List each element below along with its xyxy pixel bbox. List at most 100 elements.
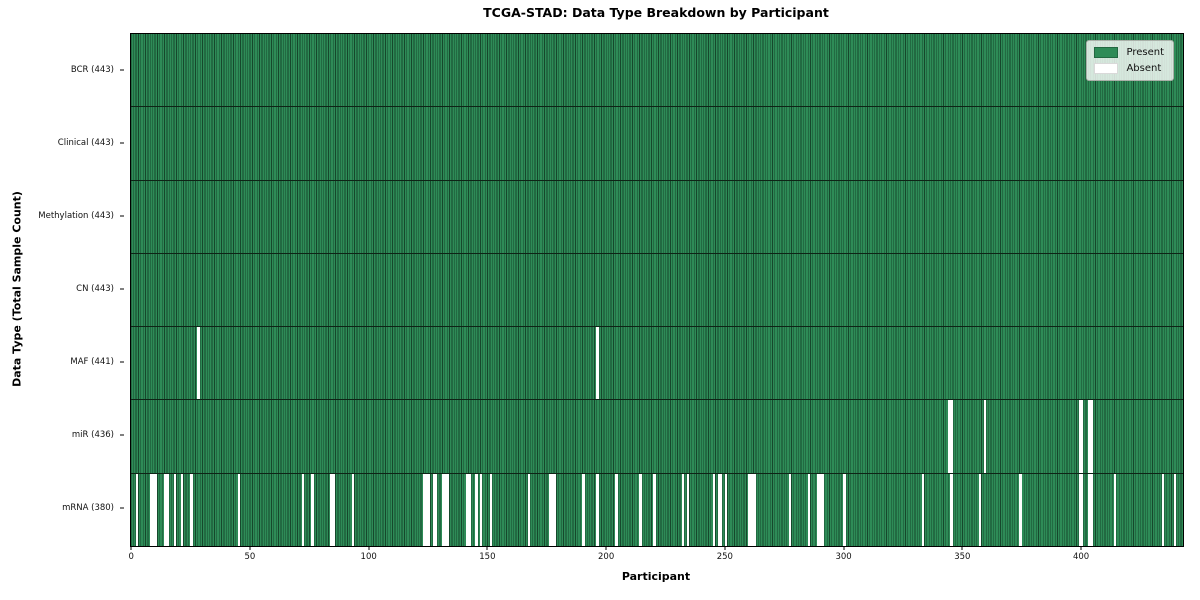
absent-mark: [351, 473, 355, 546]
absent-mark: [681, 473, 685, 546]
x-axis-tick-mark: [1080, 546, 1082, 550]
absent-mark: [819, 473, 823, 546]
absent-mark: [465, 473, 469, 546]
absent-mark: [686, 473, 690, 546]
x-axis-label: Participant: [621, 570, 691, 583]
absent-mark: [748, 473, 751, 546]
absent-mark: [653, 473, 656, 546]
absent-mark: [173, 473, 177, 546]
absent-mark: [468, 473, 471, 546]
absent-mark: [1088, 400, 1091, 473]
absent-mark: [807, 473, 811, 546]
absent-mark: [311, 473, 314, 546]
row-cn: [131, 253, 1183, 328]
absent-mark: [444, 473, 447, 546]
absent-mark: [921, 473, 925, 546]
absent-mark: [978, 473, 982, 546]
legend-swatch-present-icon: [1094, 47, 1119, 58]
legend-label-absent: Absent: [1126, 63, 1162, 74]
absent-mark: [950, 473, 953, 546]
absent-mark: [166, 473, 169, 546]
y-axis-ticks: BCR (443) Clinical (443) Methylation (443)…: [0, 33, 124, 545]
row-mrna: [131, 473, 1183, 546]
absent-mark: [480, 473, 483, 546]
absent-mark: [551, 473, 554, 546]
absent-mark: [553, 473, 557, 546]
absent-mark: [582, 473, 585, 546]
absent-mark: [1078, 400, 1081, 473]
x-axis-tick-label: 250: [716, 552, 733, 562]
absent-mark: [1090, 400, 1093, 473]
y-axis-tick-label: Clinical (443): [57, 137, 114, 148]
x-axis-tick-label: 200: [598, 552, 615, 562]
absent-mark: [983, 400, 986, 473]
y-axis-tick-label: BCR (443): [70, 64, 114, 75]
absent-mark: [843, 473, 846, 546]
absent-mark: [1080, 400, 1084, 473]
legend-swatch-absent-icon: [1094, 63, 1119, 74]
absent-mark: [423, 473, 426, 546]
absent-mark: [489, 473, 492, 546]
absent-mark: [164, 473, 167, 546]
absent-mark: [548, 473, 552, 546]
y-axis-tick-mark: [120, 361, 124, 363]
y-axis-tick-label: Methylation (443): [38, 210, 114, 221]
y-axis-tick-label: miR (436): [71, 430, 114, 441]
x-axis-tick-label: 50: [244, 552, 256, 562]
absent-mark: [1019, 473, 1022, 546]
absent-mark: [301, 473, 305, 546]
absent-mark: [135, 473, 139, 546]
x-axis-ticks: 0 50 100 150 200 250 300 350 400: [128, 546, 1182, 572]
absent-mark: [154, 473, 158, 546]
absent-mark: [950, 400, 953, 473]
absent-mark: [822, 473, 825, 546]
x-axis-tick-mark: [368, 546, 370, 550]
absent-mark: [190, 473, 193, 546]
absent-mark: [817, 473, 820, 546]
x-axis-tick-label: 350: [954, 552, 971, 562]
legend-label-present: Present: [1126, 47, 1164, 58]
absent-mark: [717, 473, 720, 546]
x-axis-tick-label: 150: [479, 552, 496, 562]
x-axis-tick-mark: [843, 546, 845, 550]
absent-mark: [427, 473, 431, 546]
x-axis-tick-mark: [605, 546, 607, 550]
legend: Present Absent: [1086, 40, 1174, 81]
plot-area: Present Absent: [130, 33, 1184, 547]
absent-mark: [719, 473, 723, 546]
legend-item-absent: Absent: [1094, 63, 1164, 74]
absent-mark: [152, 473, 155, 546]
absent-mark: [724, 473, 728, 546]
absent-mark: [1078, 473, 1081, 546]
absent-mark: [330, 473, 333, 546]
absent-mark: [425, 473, 428, 546]
absent-mark: [639, 473, 642, 546]
absent-mark: [596, 327, 599, 400]
y-axis-tick-label: CN (443): [76, 284, 114, 294]
y-axis-tick-mark: [120, 142, 124, 144]
absent-mark: [615, 473, 618, 546]
absent-mark: [332, 473, 336, 546]
absent-mark: [475, 473, 478, 546]
legend-item-present: Present: [1094, 47, 1164, 58]
absent-mark: [788, 473, 792, 546]
x-axis-tick-label: 400: [1072, 552, 1090, 562]
row-bcr: [131, 34, 1183, 108]
absent-mark: [596, 473, 599, 546]
row-maf: [131, 327, 1183, 401]
absent-mark: [237, 473, 241, 546]
y-axis-tick-mark: [120, 288, 124, 290]
absent-mark: [527, 473, 530, 546]
y-axis-tick-mark: [120, 215, 124, 217]
absent-mark: [432, 473, 435, 546]
absent-mark: [1114, 473, 1117, 546]
absent-mark: [1173, 473, 1176, 546]
absent-mark: [712, 473, 716, 546]
row-clinical: [131, 107, 1183, 181]
x-axis-tick-mark: [249, 546, 251, 550]
absent-mark: [180, 473, 184, 546]
y-axis-tick-label: mRNA (380): [62, 503, 114, 514]
chart-title: TCGA-STAD: Data Type Breakdown by Partic…: [483, 5, 829, 20]
absent-mark: [750, 473, 754, 546]
